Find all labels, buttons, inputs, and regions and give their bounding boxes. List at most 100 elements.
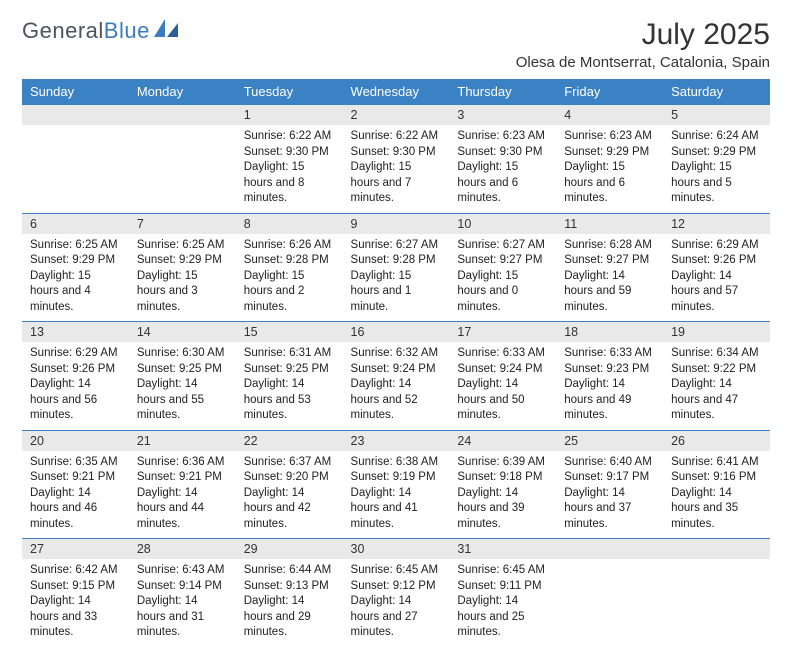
calendar-day-cell	[22, 104, 129, 213]
calendar-day-cell: 28Sunrise: 6:43 AMSunset: 9:14 PMDayligh…	[129, 538, 236, 647]
day-number	[663, 538, 770, 559]
calendar-day-cell: 21Sunrise: 6:36 AMSunset: 9:21 PMDayligh…	[129, 430, 236, 539]
calendar-day-cell: 2Sunrise: 6:22 AMSunset: 9:30 PMDaylight…	[343, 104, 450, 213]
calendar-day-cell: 18Sunrise: 6:33 AMSunset: 9:23 PMDayligh…	[556, 321, 663, 430]
day-details: Sunrise: 6:26 AMSunset: 9:28 PMDaylight:…	[236, 234, 343, 322]
day-details: Sunrise: 6:40 AMSunset: 9:17 PMDaylight:…	[556, 451, 663, 539]
day-number: 30	[343, 538, 450, 559]
day-number: 9	[343, 213, 450, 234]
day-number: 26	[663, 430, 770, 451]
day-number: 10	[449, 213, 556, 234]
day-details: Sunrise: 6:23 AMSunset: 9:30 PMDaylight:…	[449, 125, 556, 213]
day-header: Friday	[556, 79, 663, 104]
day-details: Sunrise: 6:31 AMSunset: 9:25 PMDaylight:…	[236, 342, 343, 430]
day-details	[663, 559, 770, 569]
day-details: Sunrise: 6:29 AMSunset: 9:26 PMDaylight:…	[663, 234, 770, 322]
calendar-day-cell: 27Sunrise: 6:42 AMSunset: 9:15 PMDayligh…	[22, 538, 129, 647]
day-details: Sunrise: 6:22 AMSunset: 9:30 PMDaylight:…	[236, 125, 343, 213]
day-details: Sunrise: 6:44 AMSunset: 9:13 PMDaylight:…	[236, 559, 343, 647]
day-details: Sunrise: 6:27 AMSunset: 9:28 PMDaylight:…	[343, 234, 450, 322]
calendar-day-cell: 25Sunrise: 6:40 AMSunset: 9:17 PMDayligh…	[556, 430, 663, 539]
day-number: 16	[343, 321, 450, 342]
calendar-day-cell: 11Sunrise: 6:28 AMSunset: 9:27 PMDayligh…	[556, 213, 663, 322]
day-details: Sunrise: 6:28 AMSunset: 9:27 PMDaylight:…	[556, 234, 663, 322]
calendar-week-row: 20Sunrise: 6:35 AMSunset: 9:21 PMDayligh…	[22, 430, 770, 539]
calendar-day-cell: 1Sunrise: 6:22 AMSunset: 9:30 PMDaylight…	[236, 104, 343, 213]
day-number: 18	[556, 321, 663, 342]
calendar-week-row: 1Sunrise: 6:22 AMSunset: 9:30 PMDaylight…	[22, 104, 770, 213]
day-number: 6	[22, 213, 129, 234]
day-number: 4	[556, 104, 663, 125]
day-number: 14	[129, 321, 236, 342]
day-details: Sunrise: 6:38 AMSunset: 9:19 PMDaylight:…	[343, 451, 450, 539]
day-details: Sunrise: 6:43 AMSunset: 9:14 PMDaylight:…	[129, 559, 236, 647]
day-header: Sunday	[22, 79, 129, 104]
day-number: 2	[343, 104, 450, 125]
day-number: 17	[449, 321, 556, 342]
day-header: Monday	[129, 79, 236, 104]
calendar-day-cell: 6Sunrise: 6:25 AMSunset: 9:29 PMDaylight…	[22, 213, 129, 322]
calendar-week-row: 27Sunrise: 6:42 AMSunset: 9:15 PMDayligh…	[22, 538, 770, 647]
logo-text-general: General	[22, 18, 104, 43]
day-header: Thursday	[449, 79, 556, 104]
calendar-day-cell: 7Sunrise: 6:25 AMSunset: 9:29 PMDaylight…	[129, 213, 236, 322]
calendar-day-cell: 29Sunrise: 6:44 AMSunset: 9:13 PMDayligh…	[236, 538, 343, 647]
day-details: Sunrise: 6:23 AMSunset: 9:29 PMDaylight:…	[556, 125, 663, 213]
day-number	[129, 104, 236, 125]
calendar-day-cell: 9Sunrise: 6:27 AMSunset: 9:28 PMDaylight…	[343, 213, 450, 322]
day-details: Sunrise: 6:29 AMSunset: 9:26 PMDaylight:…	[22, 342, 129, 430]
calendar-day-cell: 4Sunrise: 6:23 AMSunset: 9:29 PMDaylight…	[556, 104, 663, 213]
day-details: Sunrise: 6:42 AMSunset: 9:15 PMDaylight:…	[22, 559, 129, 647]
day-details	[22, 125, 129, 135]
day-details: Sunrise: 6:22 AMSunset: 9:30 PMDaylight:…	[343, 125, 450, 213]
day-details: Sunrise: 6:27 AMSunset: 9:27 PMDaylight:…	[449, 234, 556, 322]
calendar-table: SundayMondayTuesdayWednesdayThursdayFrid…	[22, 79, 770, 647]
calendar-day-cell: 23Sunrise: 6:38 AMSunset: 9:19 PMDayligh…	[343, 430, 450, 539]
header: GeneralBlue July 2025 Olesa de Montserra…	[22, 18, 770, 71]
day-number: 5	[663, 104, 770, 125]
calendar-day-cell	[556, 538, 663, 647]
day-details: Sunrise: 6:30 AMSunset: 9:25 PMDaylight:…	[129, 342, 236, 430]
logo-text: GeneralBlue	[22, 18, 150, 44]
calendar-day-cell: 31Sunrise: 6:45 AMSunset: 9:11 PMDayligh…	[449, 538, 556, 647]
day-header-row: SundayMondayTuesdayWednesdayThursdayFrid…	[22, 79, 770, 104]
logo: GeneralBlue	[22, 18, 180, 44]
day-number: 25	[556, 430, 663, 451]
day-details: Sunrise: 6:33 AMSunset: 9:24 PMDaylight:…	[449, 342, 556, 430]
day-number: 27	[22, 538, 129, 559]
day-header: Saturday	[663, 79, 770, 104]
day-details: Sunrise: 6:24 AMSunset: 9:29 PMDaylight:…	[663, 125, 770, 213]
day-number: 3	[449, 104, 556, 125]
calendar-week-row: 13Sunrise: 6:29 AMSunset: 9:26 PMDayligh…	[22, 321, 770, 430]
day-details: Sunrise: 6:25 AMSunset: 9:29 PMDaylight:…	[129, 234, 236, 322]
day-details: Sunrise: 6:32 AMSunset: 9:24 PMDaylight:…	[343, 342, 450, 430]
day-details: Sunrise: 6:39 AMSunset: 9:18 PMDaylight:…	[449, 451, 556, 539]
calendar-body: 1Sunrise: 6:22 AMSunset: 9:30 PMDaylight…	[22, 104, 770, 647]
day-details: Sunrise: 6:45 AMSunset: 9:12 PMDaylight:…	[343, 559, 450, 647]
calendar-day-cell: 5Sunrise: 6:24 AMSunset: 9:29 PMDaylight…	[663, 104, 770, 213]
day-number: 11	[556, 213, 663, 234]
sail-icon	[154, 19, 180, 44]
day-number: 7	[129, 213, 236, 234]
day-number: 15	[236, 321, 343, 342]
day-number: 28	[129, 538, 236, 559]
day-number	[556, 538, 663, 559]
day-header: Wednesday	[343, 79, 450, 104]
day-number: 20	[22, 430, 129, 451]
title-block: July 2025 Olesa de Montserrat, Catalonia…	[516, 18, 770, 71]
day-details: Sunrise: 6:35 AMSunset: 9:21 PMDaylight:…	[22, 451, 129, 539]
day-details	[556, 559, 663, 569]
calendar-day-cell: 17Sunrise: 6:33 AMSunset: 9:24 PMDayligh…	[449, 321, 556, 430]
calendar-day-cell	[663, 538, 770, 647]
day-details: Sunrise: 6:45 AMSunset: 9:11 PMDaylight:…	[449, 559, 556, 647]
day-number: 1	[236, 104, 343, 125]
day-number: 13	[22, 321, 129, 342]
day-number: 21	[129, 430, 236, 451]
location: Olesa de Montserrat, Catalonia, Spain	[516, 54, 770, 71]
day-details: Sunrise: 6:37 AMSunset: 9:20 PMDaylight:…	[236, 451, 343, 539]
calendar-day-cell: 10Sunrise: 6:27 AMSunset: 9:27 PMDayligh…	[449, 213, 556, 322]
calendar-week-row: 6Sunrise: 6:25 AMSunset: 9:29 PMDaylight…	[22, 213, 770, 322]
calendar-day-cell: 3Sunrise: 6:23 AMSunset: 9:30 PMDaylight…	[449, 104, 556, 213]
day-number: 19	[663, 321, 770, 342]
calendar-day-cell: 20Sunrise: 6:35 AMSunset: 9:21 PMDayligh…	[22, 430, 129, 539]
